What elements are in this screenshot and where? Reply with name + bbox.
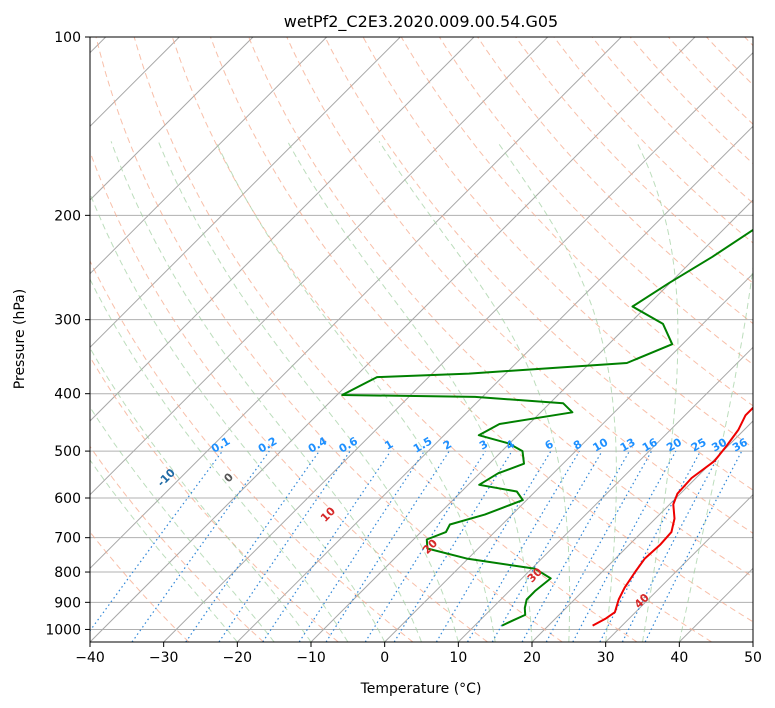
isotherm-line <box>236 125 753 642</box>
moist-adiabat-line <box>287 141 533 642</box>
mixing-ratio-line <box>393 450 513 642</box>
isotherm-line <box>531 420 753 642</box>
isotherm-line <box>90 37 328 275</box>
isotherm-line <box>457 346 753 642</box>
chart-title: wetPf2_C2E3.2020.009.00.54.G05 <box>284 12 558 32</box>
x-tick-label: 30 <box>597 650 615 666</box>
dry-adiabat-line <box>248 37 753 578</box>
x-tick-label: −30 <box>149 650 179 666</box>
dry-adiabat-line <box>210 37 753 623</box>
y-tick-label: 900 <box>54 595 81 611</box>
moist-adiabat-line <box>496 141 617 642</box>
dry-adiabat-line <box>133 37 638 642</box>
isotherm-line <box>90 37 622 570</box>
y-tick-label: 600 <box>54 491 81 507</box>
isotherm-line <box>90 37 254 201</box>
mixing-ratio-line <box>218 450 351 642</box>
y-tick-label: 400 <box>54 387 81 403</box>
moist-adiabat-line <box>90 347 312 642</box>
x-tick-label: −40 <box>75 650 105 666</box>
y-tick-label: 800 <box>54 565 81 581</box>
isotherm-line <box>90 37 549 496</box>
isotherm-line <box>90 37 475 422</box>
mixing-ratio-line <box>435 450 552 642</box>
moist-adiabat-line <box>215 141 496 642</box>
y-tick-label: 100 <box>54 30 81 46</box>
dry-adiabat-line <box>90 259 414 642</box>
moist-adiabats <box>90 141 753 642</box>
isotherm-line <box>163 51 753 642</box>
moist-adiabat-line <box>110 141 422 642</box>
moist-adiabat-line <box>157 141 459 642</box>
x-tick-label: 0 <box>380 650 389 666</box>
isotherm-line <box>90 37 401 349</box>
mixing-ratio-line <box>298 450 425 642</box>
dry-adiabat-line <box>515 37 753 284</box>
dewpoint-profile-line <box>341 228 753 627</box>
moist-adiabat-line <box>90 406 275 642</box>
plot-frame <box>89 36 754 643</box>
y-tick-label: 1000 <box>45 622 81 638</box>
mixing-ratio-line <box>262 450 392 642</box>
x-tick-label: −10 <box>296 650 326 666</box>
dry-adiabat-line <box>324 37 753 491</box>
moist-adiabat-line <box>90 278 349 642</box>
isotherm-line <box>605 493 753 642</box>
mixing-ratio-line <box>364 450 486 642</box>
moist-adiabat-line <box>90 459 238 642</box>
mixing-ratio-line <box>572 450 677 642</box>
x-tick-label: 20 <box>523 650 541 666</box>
mixing-ratio-line <box>185 450 320 642</box>
x-tick-label: −20 <box>223 650 253 666</box>
dry-adiabat-line <box>95 37 563 642</box>
moist-adiabat-line <box>90 192 386 642</box>
x-tick-label: 40 <box>670 650 688 666</box>
isotherm-line <box>384 272 753 642</box>
moist-adiabat-line <box>378 141 571 642</box>
mixing-ratio-line <box>325 450 450 642</box>
x-tick-label: 10 <box>449 650 467 666</box>
moist-adiabat-line <box>635 141 679 642</box>
x-axis-label: Temperature (°C) <box>360 681 482 697</box>
x-tick-label: 50 <box>744 650 762 666</box>
dry-adiabat-line <box>286 37 753 534</box>
dry-adiabat-line <box>90 445 264 642</box>
mixing-ratio-line <box>466 450 580 642</box>
x-axis: −40 −30 −20 −10 0 10 20 30 40 50 <box>75 642 762 666</box>
y-tick-label: 500 <box>54 444 81 460</box>
y-tick-label: 200 <box>54 208 81 224</box>
y-tick-label: 300 <box>54 313 81 329</box>
moist-adiabat-line <box>678 263 753 642</box>
temperature-profile-line <box>592 406 753 627</box>
y-axis: 1000 900 800 700 600 500 400 300 200 100 <box>45 30 90 638</box>
y-tick-label: 700 <box>54 531 81 547</box>
y-axis-label: Pressure (hPa) <box>12 289 28 389</box>
sounding-profiles <box>341 228 753 627</box>
